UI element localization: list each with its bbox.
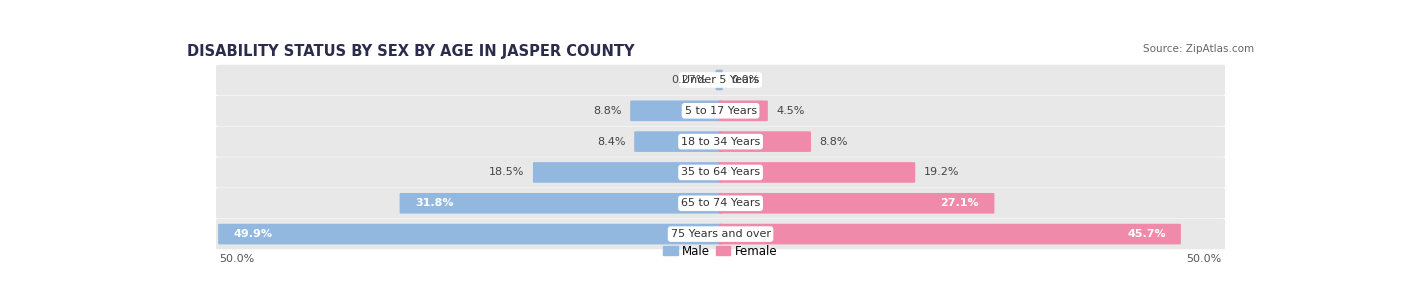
FancyBboxPatch shape: [218, 224, 723, 244]
Text: 5 to 17 Years: 5 to 17 Years: [685, 106, 756, 116]
Text: Under 5 Years: Under 5 Years: [682, 75, 759, 85]
Text: 0.27%: 0.27%: [672, 75, 707, 85]
FancyBboxPatch shape: [718, 162, 915, 183]
FancyBboxPatch shape: [718, 193, 994, 214]
Text: DISABILITY STATUS BY SEX BY AGE IN JASPER COUNTY: DISABILITY STATUS BY SEX BY AGE IN JASPE…: [187, 43, 634, 58]
Text: 31.8%: 31.8%: [415, 198, 453, 208]
FancyBboxPatch shape: [718, 101, 768, 121]
FancyBboxPatch shape: [716, 70, 723, 90]
Text: 0.0%: 0.0%: [731, 75, 759, 85]
Text: 50.0%: 50.0%: [1187, 254, 1222, 264]
Legend: Male, Female: Male, Female: [658, 240, 783, 262]
Text: 8.4%: 8.4%: [598, 136, 626, 147]
FancyBboxPatch shape: [718, 224, 1181, 244]
Text: 19.2%: 19.2%: [924, 168, 959, 178]
FancyBboxPatch shape: [217, 219, 1225, 249]
FancyBboxPatch shape: [217, 96, 1225, 126]
FancyBboxPatch shape: [217, 157, 1225, 188]
Text: 4.5%: 4.5%: [776, 106, 806, 116]
FancyBboxPatch shape: [399, 193, 723, 214]
Text: 49.9%: 49.9%: [233, 229, 273, 239]
Text: 18 to 34 Years: 18 to 34 Years: [681, 136, 761, 147]
FancyBboxPatch shape: [634, 131, 723, 152]
FancyBboxPatch shape: [217, 126, 1225, 157]
FancyBboxPatch shape: [630, 101, 723, 121]
FancyBboxPatch shape: [718, 131, 811, 152]
FancyBboxPatch shape: [217, 188, 1225, 219]
FancyBboxPatch shape: [217, 65, 1225, 95]
Text: 8.8%: 8.8%: [593, 106, 621, 116]
Text: 27.1%: 27.1%: [941, 198, 979, 208]
Text: Source: ZipAtlas.com: Source: ZipAtlas.com: [1143, 43, 1254, 54]
Text: 45.7%: 45.7%: [1128, 229, 1166, 239]
Text: 65 to 74 Years: 65 to 74 Years: [681, 198, 761, 208]
FancyBboxPatch shape: [533, 162, 723, 183]
Text: 35 to 64 Years: 35 to 64 Years: [681, 168, 761, 178]
Text: 75 Years and over: 75 Years and over: [671, 229, 770, 239]
Text: 8.8%: 8.8%: [820, 136, 848, 147]
Text: 18.5%: 18.5%: [489, 168, 524, 178]
Text: 50.0%: 50.0%: [219, 254, 254, 264]
